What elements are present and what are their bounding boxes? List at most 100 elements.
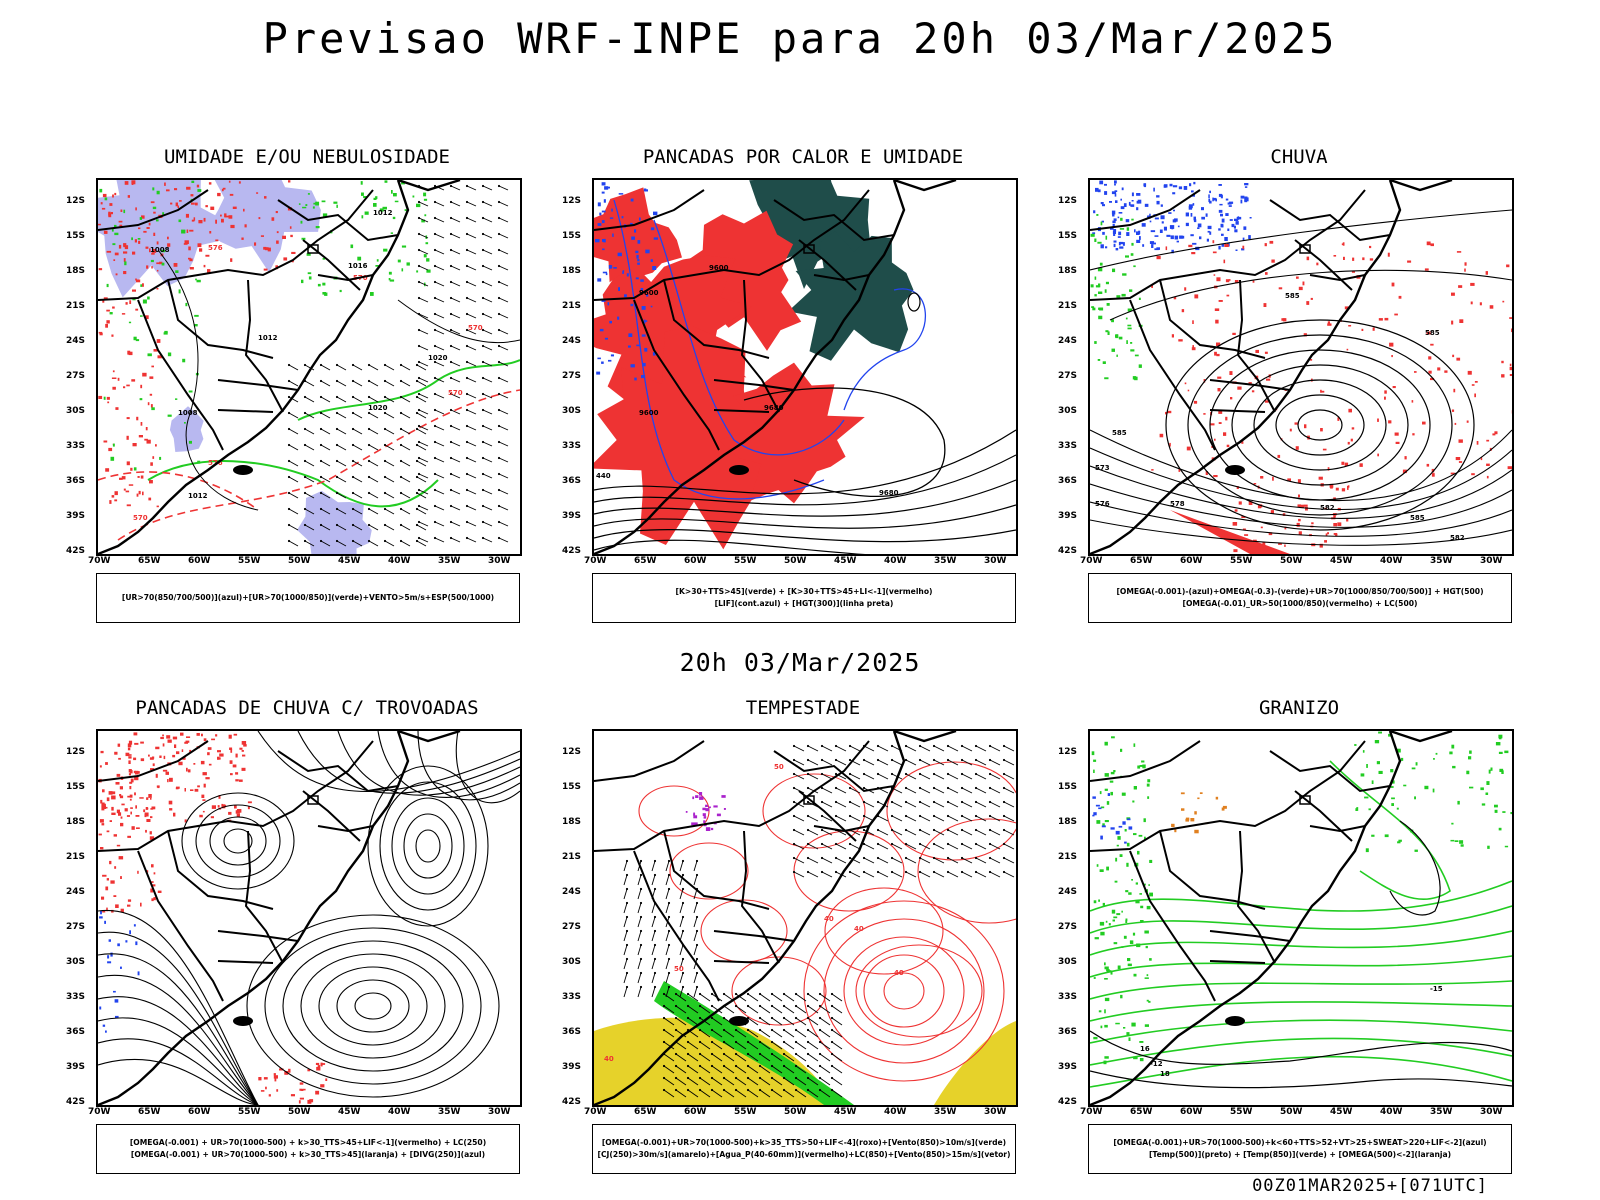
wind-vector	[975, 857, 987, 864]
wind-vector	[434, 393, 445, 399]
blue-fragment	[1173, 209, 1175, 212]
purple-fragment	[692, 796, 695, 800]
red-fragment	[235, 753, 238, 758]
lon-tick-label: 30W	[984, 1107, 1007, 1117]
blue-fragment	[1177, 225, 1180, 228]
wind-vector	[623, 902, 628, 914]
lon-tick-label: 30W	[1480, 556, 1503, 566]
wind-vector	[415, 475, 419, 479]
red-contour-fragment	[123, 258, 126, 262]
red-contour-fragment	[254, 242, 257, 246]
wind-vector	[675, 1089, 687, 1098]
lat-tick-label: 24S	[1058, 336, 1078, 346]
wind-vector	[418, 393, 429, 399]
lon-tick-label: 60W	[684, 1107, 707, 1117]
wind-vector	[417, 392, 421, 396]
wind-vector	[415, 523, 419, 527]
wind-vector	[681, 859, 685, 863]
green-fragment	[1114, 880, 1118, 883]
wind-vector	[848, 786, 852, 790]
red-fragment	[1377, 453, 1379, 457]
blue-fragment	[1201, 216, 1205, 220]
red-contour-fragment	[153, 232, 156, 236]
wind-vector	[665, 888, 670, 900]
wind-vector	[818, 1016, 822, 1020]
red-fragment	[1264, 243, 1267, 247]
green-fragment	[1468, 756, 1472, 760]
wind-vector	[384, 492, 395, 499]
wind-vector	[674, 1004, 678, 1008]
red-fragment	[1295, 446, 1299, 450]
wind-vector	[667, 887, 671, 891]
red-contour-fragment	[151, 266, 153, 269]
green-fragment	[1098, 283, 1101, 288]
green-fragment	[1113, 770, 1116, 773]
green-contour-fragment	[393, 193, 397, 197]
blue-fragment	[613, 267, 617, 269]
red-fragment	[140, 758, 145, 762]
brasilia-marker	[1299, 244, 1311, 254]
blue-fragment	[1131, 192, 1134, 197]
red-fragment	[1509, 366, 1512, 371]
orange-fragment	[1215, 796, 1219, 800]
green-fragment	[1133, 265, 1136, 268]
red-contour-fragment	[151, 365, 154, 368]
green-fragment	[1099, 262, 1103, 266]
green-fragment	[1133, 743, 1136, 747]
wind-vector	[793, 843, 805, 850]
green-fragment	[1097, 241, 1102, 244]
red-fragment	[210, 816, 214, 819]
red-fragment	[1226, 444, 1230, 448]
blue-fragment	[1193, 216, 1196, 221]
red-fragment	[1341, 461, 1345, 465]
green-fragment	[1127, 308, 1132, 312]
green-fragment	[1129, 289, 1133, 292]
blue-fragment	[1209, 190, 1211, 194]
purple-fragment	[694, 822, 698, 826]
lat-tick-label: 36S	[1058, 1027, 1078, 1037]
red-fragment	[1346, 518, 1349, 522]
wind-vector	[466, 201, 477, 207]
wind-vector	[695, 985, 699, 989]
blue-fragment	[1104, 191, 1108, 195]
wind-vector	[849, 871, 861, 878]
red-fragment	[1341, 243, 1344, 246]
red-contour-fragment	[195, 202, 198, 206]
green-fragment	[1397, 841, 1401, 844]
green-fragment	[1121, 792, 1126, 796]
wind-vector	[792, 870, 796, 874]
blue-fragment	[1134, 229, 1136, 233]
wind-vector	[417, 376, 421, 380]
red-fragment	[1333, 533, 1338, 535]
wind-vector	[877, 745, 889, 752]
wind-vector	[434, 473, 445, 479]
temp850-contour	[1090, 1001, 1512, 1022]
green-fragment	[1133, 786, 1137, 790]
wind-vector	[674, 1064, 678, 1068]
lon-tick-label: 35W	[1430, 556, 1453, 566]
wind-vector	[831, 1053, 843, 1062]
wind-vector	[418, 281, 429, 287]
height-contour	[594, 504, 1016, 529]
wind-vector	[434, 233, 445, 239]
wind-vector	[905, 801, 917, 808]
wind-vector	[891, 871, 903, 878]
wind-vector	[695, 901, 699, 905]
green-fragment	[1105, 330, 1109, 333]
blue-fragment	[601, 191, 605, 194]
red-contour-fragment	[283, 257, 288, 261]
wind-vector	[288, 508, 299, 515]
red-fragment	[1268, 532, 1273, 536]
green-contour-fragment	[112, 243, 116, 246]
wind-vector	[288, 396, 299, 403]
blue-fragment	[1101, 220, 1104, 223]
red-fragment	[1431, 468, 1435, 473]
red-fragment	[1452, 354, 1455, 358]
wind-vector	[319, 363, 323, 367]
wind-vector	[351, 475, 355, 479]
red-contour-fragment	[183, 243, 188, 245]
lon-tick-label: 35W	[438, 556, 461, 566]
blue-fragment	[1113, 229, 1117, 232]
wind-vector	[466, 393, 477, 399]
wind-vector	[710, 1052, 714, 1056]
